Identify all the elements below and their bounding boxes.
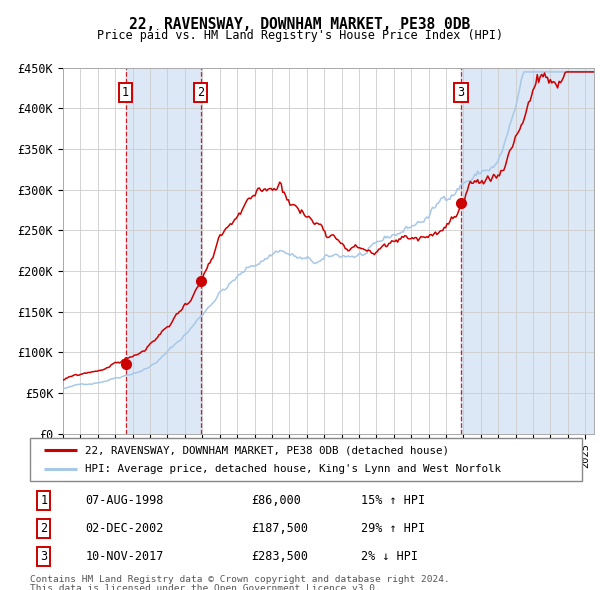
Bar: [125, 68, 201, 434]
Text: 3: 3: [40, 550, 47, 563]
Text: 29% ↑ HPI: 29% ↑ HPI: [361, 522, 425, 535]
Text: £283,500: £283,500: [251, 550, 308, 563]
Text: 10-NOV-2017: 10-NOV-2017: [85, 550, 164, 563]
FancyBboxPatch shape: [30, 438, 582, 481]
Text: £86,000: £86,000: [251, 494, 301, 507]
Text: This data is licensed under the Open Government Licence v3.0.: This data is licensed under the Open Gov…: [30, 584, 381, 590]
Text: 22, RAVENSWAY, DOWNHAM MARKET, PE38 0DB (detached house): 22, RAVENSWAY, DOWNHAM MARKET, PE38 0DB …: [85, 445, 449, 455]
Text: 07-AUG-1998: 07-AUG-1998: [85, 494, 164, 507]
Text: 02-DEC-2002: 02-DEC-2002: [85, 522, 164, 535]
Text: 22, RAVENSWAY, DOWNHAM MARKET, PE38 0DB: 22, RAVENSWAY, DOWNHAM MARKET, PE38 0DB: [130, 17, 470, 31]
Text: 1: 1: [122, 86, 129, 99]
Text: 15% ↑ HPI: 15% ↑ HPI: [361, 494, 425, 507]
Text: Price paid vs. HM Land Registry's House Price Index (HPI): Price paid vs. HM Land Registry's House …: [97, 29, 503, 42]
Text: HPI: Average price, detached house, King's Lynn and West Norfolk: HPI: Average price, detached house, King…: [85, 464, 501, 474]
Text: 2% ↓ HPI: 2% ↓ HPI: [361, 550, 418, 563]
Text: Contains HM Land Registry data © Crown copyright and database right 2024.: Contains HM Land Registry data © Crown c…: [30, 575, 450, 584]
Text: 3: 3: [457, 86, 464, 99]
Bar: [461, 68, 594, 434]
Text: £187,500: £187,500: [251, 522, 308, 535]
Text: 2: 2: [40, 522, 47, 535]
Text: 1: 1: [40, 494, 47, 507]
Text: 2: 2: [197, 86, 205, 99]
